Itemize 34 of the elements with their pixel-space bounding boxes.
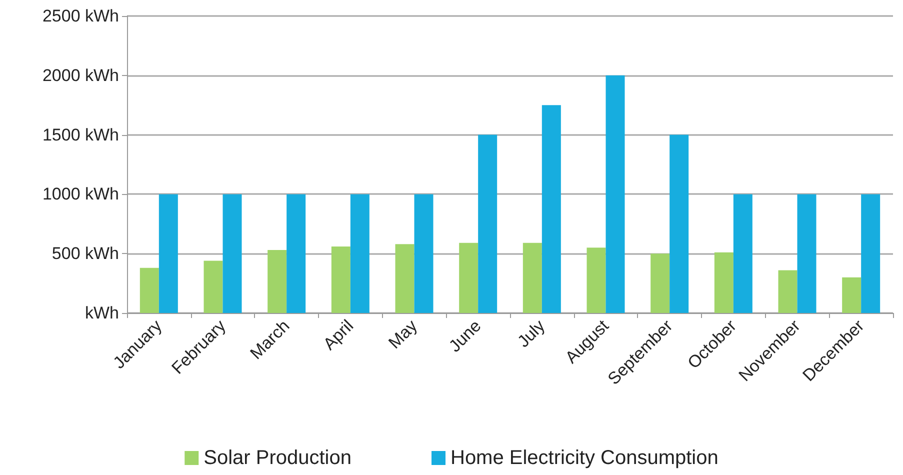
bar (478, 134, 498, 313)
bar (842, 277, 862, 313)
bar (778, 270, 798, 313)
bar (650, 254, 670, 313)
bar (797, 194, 816, 313)
bar (140, 268, 159, 313)
bar (414, 194, 434, 313)
legend-label: Home Electricity Consumption (450, 447, 718, 469)
bar (733, 194, 752, 313)
bar (268, 250, 287, 313)
legend-label: Solar Production (204, 447, 352, 469)
bar (606, 75, 625, 313)
bar (714, 252, 734, 313)
bar (158, 194, 178, 313)
bar (670, 134, 689, 313)
bar (395, 244, 414, 313)
y-tick-label: 500 kWh (52, 244, 119, 264)
bar (286, 194, 306, 313)
bar (331, 246, 350, 313)
x-tick-label: July (514, 316, 549, 352)
y-tick-label: kWh (85, 304, 119, 322)
bar (222, 194, 242, 313)
bar (459, 242, 478, 313)
bar (522, 242, 542, 313)
y-tick-label: 1500 kWh (42, 125, 119, 144)
bar (861, 194, 880, 313)
bar (350, 194, 370, 313)
y-tick-label: 1000 kWh (42, 184, 119, 204)
bar (204, 260, 223, 313)
x-tick-label: May (384, 316, 422, 352)
y-tick-label: 2000 kWh (42, 66, 119, 85)
y-tick-label: 2500 kWh (42, 6, 119, 26)
bar (586, 248, 606, 313)
bar (542, 105, 561, 313)
